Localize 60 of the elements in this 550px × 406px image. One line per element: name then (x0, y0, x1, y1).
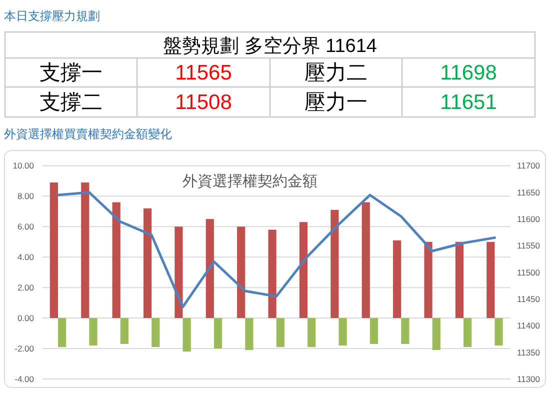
bar (308, 318, 316, 348)
bar (268, 230, 276, 318)
text: 11508 (175, 91, 232, 114)
text: 支撐一 (40, 62, 102, 84)
bar (58, 318, 66, 348)
bar (276, 318, 284, 348)
y2-tick-label: 11650 (517, 187, 540, 198)
text: 壓力二 (304, 62, 368, 84)
y2-tick-label: 11550 (517, 240, 540, 251)
y-tick-label: 10.00 (12, 160, 34, 171)
y-tick-label: 4.00 (17, 252, 34, 262)
bar (152, 318, 160, 348)
bar (143, 208, 152, 318)
y-tick-label: 6.00 (17, 222, 34, 232)
bar (494, 318, 503, 346)
bar (338, 318, 347, 346)
bar (89, 318, 98, 346)
text: 11651 (440, 91, 497, 114)
bar (214, 318, 222, 349)
text: 11565 (175, 62, 232, 84)
y-tick-label: 0.00 (17, 313, 34, 324)
y2-tick-label: 11500 (517, 267, 540, 278)
bar (81, 182, 90, 318)
bar (299, 222, 308, 318)
y2-tick-label: 11600 (517, 214, 540, 224)
y-tick-label: 8.00 (17, 191, 34, 202)
y-tick-label: 2.00 (17, 282, 34, 293)
bar (393, 240, 402, 318)
y2-tick-label: 11450 (517, 294, 540, 304)
y2-tick-label: 11350 (517, 347, 540, 358)
y-tick-label: -2.00 (14, 344, 34, 354)
bar (120, 318, 128, 344)
bar (182, 318, 191, 352)
bar (237, 226, 246, 318)
text: 本日支撐壓力規劃 (4, 9, 100, 23)
bar (330, 210, 339, 318)
bar (432, 318, 440, 350)
y-tick-label: -4.00 (14, 374, 34, 384)
bar (50, 182, 58, 318)
bar (362, 202, 370, 318)
line-series (56, 191, 496, 308)
y2-tick-label: 11300 (517, 374, 540, 384)
text: 11698 (440, 62, 497, 84)
bar (424, 242, 432, 318)
bar (245, 318, 254, 350)
bar (455, 242, 464, 318)
text: 外資選擇權契約金額 (182, 173, 318, 190)
y2-tick-label: 11700 (517, 160, 540, 171)
text: 盤勢規劃 多空分界 11614 (163, 35, 378, 57)
chart-subtitle: 外資選擇權買賣權契約金額變化 (4, 127, 172, 141)
bar (486, 242, 495, 318)
text: 支撐二 (40, 91, 102, 114)
bar (370, 318, 378, 344)
bar (112, 202, 120, 318)
bar (206, 219, 214, 318)
y2-tick-label: 11400 (517, 320, 540, 331)
bar (174, 226, 183, 318)
text: 壓力一 (304, 91, 368, 114)
bar (401, 318, 410, 344)
bar (464, 318, 472, 348)
